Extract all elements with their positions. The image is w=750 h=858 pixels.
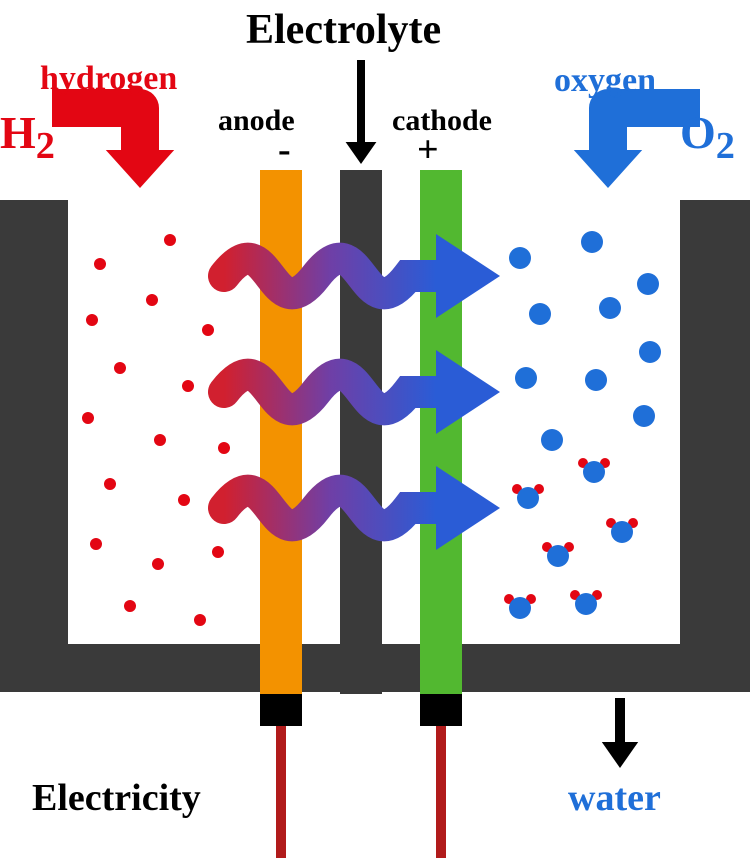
ion-flow-arrows xyxy=(224,234,500,550)
label-cathode: cathode xyxy=(392,104,492,138)
label-water: water xyxy=(568,776,661,820)
formula-h2: H2 xyxy=(0,106,55,168)
label-cathode-sign: + xyxy=(417,128,439,172)
diagram-svg xyxy=(0,0,750,858)
formula-h2-element: H xyxy=(0,107,36,158)
fuel-cell-diagram: Electrolyte hydrogen H2 oxygen O2 anode … xyxy=(0,0,750,858)
formula-h2-subscript: 2 xyxy=(36,125,55,167)
formula-o2-subscript: 2 xyxy=(716,125,735,167)
anode-bar xyxy=(260,170,302,694)
electrode-bars xyxy=(260,170,462,694)
label-oxygen: oxygen xyxy=(554,62,656,100)
formula-o2-element: O xyxy=(680,107,716,158)
output-wires xyxy=(260,694,462,858)
label-electricity: Electricity xyxy=(32,776,201,820)
formula-o2: O2 xyxy=(680,106,735,168)
label-hydrogen: hydrogen xyxy=(40,60,177,98)
label-anode-sign: - xyxy=(278,128,291,172)
label-electrolyte: Electrolyte xyxy=(246,6,441,54)
